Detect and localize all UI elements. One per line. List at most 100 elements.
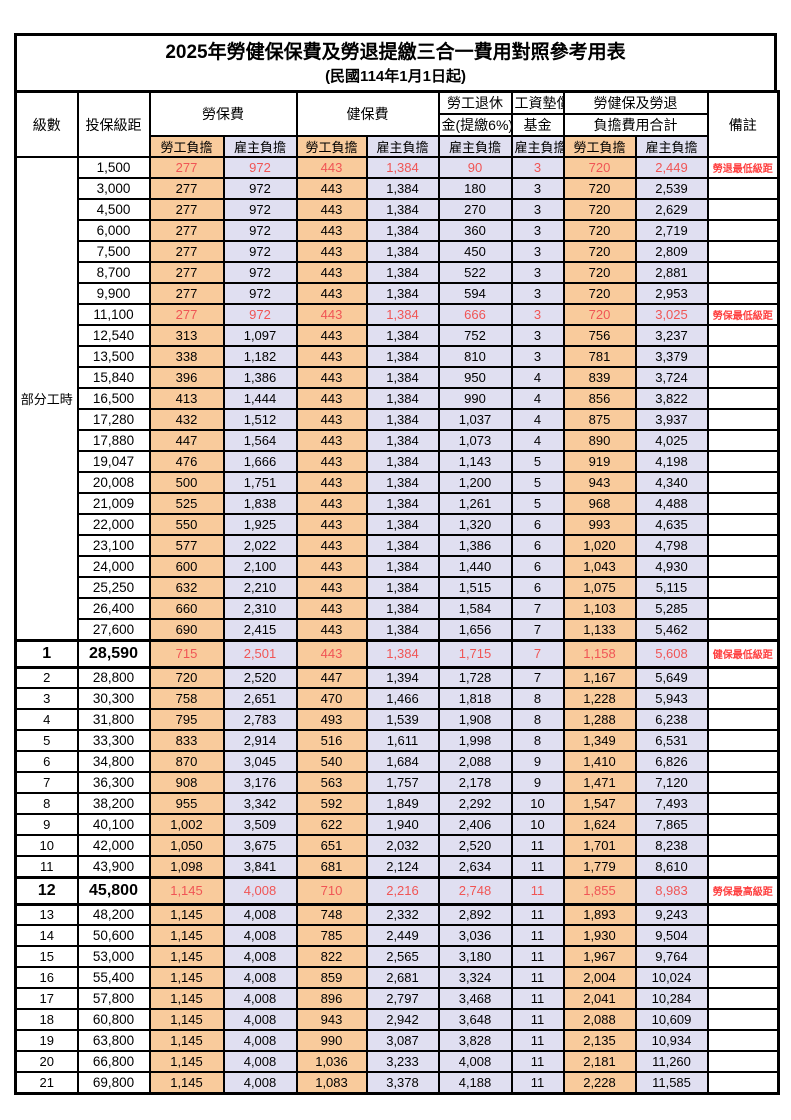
cell-remark — [706, 903, 780, 926]
cell-total-employer: 7,493 — [634, 792, 709, 815]
cell-total-employer: 3,822 — [634, 387, 709, 410]
cell-labor-employee: 715 — [148, 638, 225, 669]
cell-wage-fund-employer: 11 — [510, 1050, 565, 1073]
cell-labor-employer: 2,520 — [222, 666, 298, 689]
cell-total-employee: 720 — [562, 240, 637, 263]
cell-pension-employer: 1,656 — [437, 618, 513, 641]
cell-health-employee: 443 — [295, 555, 368, 578]
cell-labor-employer: 3,342 — [222, 792, 298, 815]
cell-salary: 28,800 — [76, 666, 151, 689]
table-header: 級數 投保級距 勞保費 健保費 勞工退休 工資墊償 勞健保及勞退 備註 金(提繳… — [14, 90, 780, 158]
cell-health-employer: 1,849 — [365, 792, 440, 815]
cell-pension-employer: 4,008 — [437, 1050, 513, 1073]
cell-total-employee: 943 — [562, 471, 637, 494]
table-row: 19 63,800 1,145 4,008 990 3,087 3,828 11… — [14, 1029, 780, 1052]
cell-labor-employer: 4,008 — [222, 1008, 298, 1031]
cell-wage-fund-employer: 3 — [510, 282, 565, 305]
cell-health-employer: 1,384 — [365, 429, 440, 452]
table-row: 13,500 338 1,182 443 1,384 810 3 781 3,3… — [16, 345, 780, 368]
cell-labor-employer: 1,751 — [222, 471, 298, 494]
table-row: 19,047 476 1,666 443 1,384 1,143 5 919 4… — [16, 450, 780, 473]
header-remark: 備註 — [706, 90, 780, 158]
cell-health-employee: 443 — [295, 534, 368, 557]
cell-salary: 38,200 — [76, 792, 151, 815]
cell-total-employee: 1,103 — [562, 597, 637, 620]
cell-total-employee: 1,020 — [562, 534, 637, 557]
cell-level: 2 — [14, 666, 79, 689]
table-row: 17,880 447 1,564 443 1,384 1,073 4 890 4… — [16, 429, 780, 452]
cell-remark — [706, 987, 780, 1010]
cell-labor-employer: 1,444 — [222, 387, 298, 410]
cell-health-employer: 1,394 — [365, 666, 440, 689]
cell-total-employer: 2,719 — [634, 219, 709, 242]
cell-labor-employee: 277 — [148, 156, 225, 179]
cell-remark — [706, 855, 780, 878]
cell-labor-employer: 972 — [222, 240, 298, 263]
cell-total-employer: 3,379 — [634, 345, 709, 368]
cell-health-employer: 2,124 — [365, 855, 440, 878]
cell-labor-employee: 1,145 — [148, 1008, 225, 1031]
subheader-wage-fund-employer: 雇主負擔 — [510, 135, 565, 158]
cell-total-employer: 2,629 — [634, 198, 709, 221]
cell-health-employer: 3,233 — [365, 1050, 440, 1073]
table-row: 24,000 600 2,100 443 1,384 1,440 6 1,043… — [16, 555, 780, 578]
cell-health-employee: 822 — [295, 945, 368, 968]
cell-wage-fund-employer: 6 — [510, 576, 565, 599]
cell-labor-employee: 413 — [148, 387, 225, 410]
cell-labor-employee: 277 — [148, 240, 225, 263]
cell-salary: 43,900 — [76, 855, 151, 878]
table-row: 3 30,300 758 2,651 470 1,466 1,818 8 1,2… — [14, 687, 780, 710]
cell-total-employer: 4,635 — [634, 513, 709, 536]
table-row: 6 34,800 870 3,045 540 1,684 2,088 9 1,4… — [14, 750, 780, 773]
cell-labor-employee: 277 — [148, 282, 225, 305]
cell-total-employer: 10,284 — [634, 987, 709, 1010]
cell-health-employer: 1,384 — [365, 618, 440, 641]
cell-labor-employee: 1,145 — [148, 987, 225, 1010]
subheader-total-employee: 勞工負擔 — [562, 135, 637, 158]
cell-labor-employer: 1,182 — [222, 345, 298, 368]
subheader-labor-employee: 勞工負擔 — [148, 135, 225, 158]
cell-total-employer: 5,462 — [634, 618, 709, 641]
cell-labor-employer: 1,925 — [222, 513, 298, 536]
cell-labor-employer: 2,415 — [222, 618, 298, 641]
cell-health-employer: 1,384 — [365, 198, 440, 221]
cell-health-employee: 443 — [295, 198, 368, 221]
cell-pension-employer: 950 — [437, 366, 513, 389]
cell-pension-employer: 3,036 — [437, 924, 513, 947]
cell-salary: 53,000 — [76, 945, 151, 968]
cell-total-employer: 4,025 — [634, 429, 709, 452]
cell-wage-fund-employer: 3 — [510, 177, 565, 200]
cell-wage-fund-employer: 3 — [510, 345, 565, 368]
subheader-total-employer: 雇主負擔 — [634, 135, 709, 158]
cell-total-employee: 1,930 — [562, 924, 637, 947]
cell-level: 6 — [14, 750, 79, 773]
cell-remark — [706, 813, 780, 836]
cell-total-employer: 6,238 — [634, 708, 709, 731]
cell-health-employee: 443 — [295, 471, 368, 494]
cell-wage-fund-employer: 8 — [510, 708, 565, 731]
cell-health-employer: 2,332 — [365, 903, 440, 926]
cell-total-employee: 720 — [562, 177, 637, 200]
cell-labor-employee: 833 — [148, 729, 225, 752]
table-row: 8 38,200 955 3,342 592 1,849 2,292 10 1,… — [14, 792, 780, 815]
table-row: 27,600 690 2,415 443 1,384 1,656 7 1,133… — [16, 618, 780, 641]
cell-total-employer: 11,585 — [634, 1071, 709, 1094]
cell-health-employee: 447 — [295, 666, 368, 689]
header-total-line2: 負擔費用合計 — [562, 113, 709, 137]
cell-pension-employer: 2,178 — [437, 771, 513, 794]
cell-health-employee: 443 — [295, 576, 368, 599]
cell-wage-fund-employer: 8 — [510, 687, 565, 710]
cell-pension-employer: 2,748 — [437, 875, 513, 906]
cell-salary: 23,100 — [76, 534, 151, 557]
cell-remark — [706, 261, 780, 284]
cell-total-employer: 8,610 — [634, 855, 709, 878]
cell-health-employer: 1,384 — [365, 450, 440, 473]
cell-level: 16 — [14, 966, 79, 989]
cell-remark — [706, 618, 780, 641]
cell-health-employer: 1,384 — [365, 471, 440, 494]
cell-wage-fund-employer: 11 — [510, 1029, 565, 1052]
cell-labor-employer: 4,008 — [222, 1071, 298, 1094]
part-time-group-label: 部分工時 — [14, 156, 79, 641]
cell-labor-employee: 1,050 — [148, 834, 225, 857]
header-health-insurance: 健保費 — [295, 90, 440, 137]
